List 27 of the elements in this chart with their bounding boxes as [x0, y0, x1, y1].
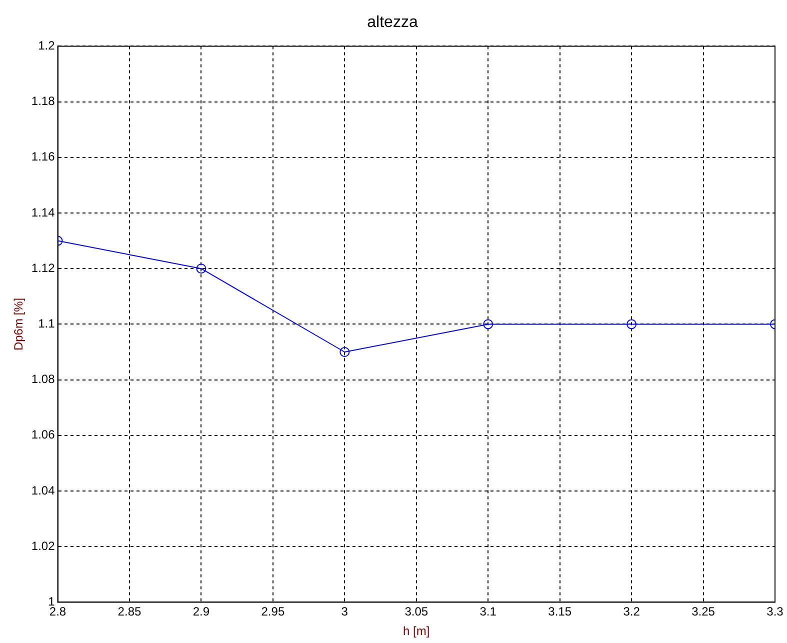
y-tick-label: 1.08: [31, 372, 56, 386]
x-tick-label: 2.95: [261, 604, 285, 619]
y-axis-title: Dp6m [%]: [12, 298, 26, 351]
x-tick-label: 3.15: [548, 604, 572, 619]
x-tick-label: 3.1: [480, 604, 497, 619]
y-tick-label: 1.12: [31, 260, 56, 275]
y-tick-label: 1.04: [31, 483, 56, 498]
y-tick-label: 1.18: [31, 94, 56, 108]
y-tick-label: 1.16: [31, 150, 56, 164]
x-tick-label: 3.25: [692, 604, 716, 619]
y-tick-label: 1.02: [31, 538, 56, 553]
x-tick-label: 3: [341, 604, 348, 619]
x-tick-label: 2.9: [192, 604, 210, 619]
x-tick-label: 2.8: [49, 604, 66, 619]
y-tick-label: 1.2: [38, 38, 56, 53]
chart-title: altezza: [367, 14, 418, 32]
x-axis-title: h [m]: [403, 624, 430, 638]
x-tick-label: 2.85: [118, 604, 142, 619]
x-tick-label: 3.2: [623, 604, 640, 619]
y-tick-label: 1.14: [31, 205, 56, 220]
x-tick-label: 3.3: [766, 604, 784, 619]
y-tick-label: 1.06: [31, 428, 56, 442]
x-tick-label: 3.05: [404, 604, 428, 619]
point: [340, 347, 350, 357]
point: [196, 264, 206, 274]
y-tick-label: 1.1: [38, 316, 56, 331]
point: [483, 319, 494, 330]
